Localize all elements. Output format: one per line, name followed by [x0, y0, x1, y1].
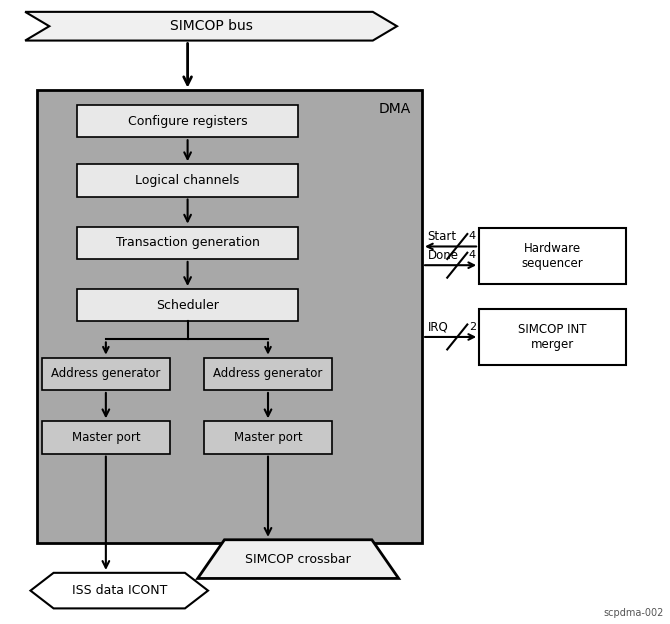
Text: IRQ: IRQ — [427, 321, 448, 334]
Polygon shape — [198, 540, 399, 578]
Polygon shape — [204, 358, 332, 390]
Text: 2: 2 — [469, 322, 476, 332]
Polygon shape — [204, 421, 332, 454]
Text: 4: 4 — [469, 232, 476, 241]
Text: SIMCOP bus: SIMCOP bus — [170, 19, 253, 33]
Text: ISS data ICONT: ISS data ICONT — [72, 585, 167, 597]
Text: SIMCOP crossbar: SIMCOP crossbar — [245, 553, 351, 566]
Text: scpdma-002: scpdma-002 — [603, 608, 663, 618]
Polygon shape — [479, 228, 626, 284]
Text: DMA: DMA — [379, 102, 411, 116]
Polygon shape — [37, 90, 422, 543]
Polygon shape — [77, 227, 298, 259]
Text: Address generator: Address generator — [213, 368, 323, 380]
Text: SIMCOP INT
merger: SIMCOP INT merger — [519, 323, 587, 351]
Polygon shape — [77, 164, 298, 197]
Text: Scheduler: Scheduler — [156, 299, 219, 311]
Text: Master port: Master port — [72, 431, 140, 444]
Text: Address generator: Address generator — [51, 368, 161, 380]
Text: 4: 4 — [469, 250, 476, 260]
Text: Hardware
sequencer: Hardware sequencer — [522, 242, 584, 270]
Text: Transaction generation: Transaction generation — [116, 236, 259, 249]
Text: Done: Done — [427, 249, 458, 262]
Text: Configure registers: Configure registers — [128, 115, 247, 127]
Polygon shape — [30, 573, 208, 608]
Polygon shape — [479, 309, 626, 365]
Polygon shape — [42, 358, 170, 390]
Polygon shape — [77, 289, 298, 321]
Text: Master port: Master port — [234, 431, 302, 444]
Polygon shape — [77, 105, 298, 137]
Polygon shape — [42, 421, 170, 454]
Text: Logical channels: Logical channels — [135, 174, 240, 187]
Text: Start: Start — [427, 230, 456, 243]
Polygon shape — [25, 12, 397, 41]
